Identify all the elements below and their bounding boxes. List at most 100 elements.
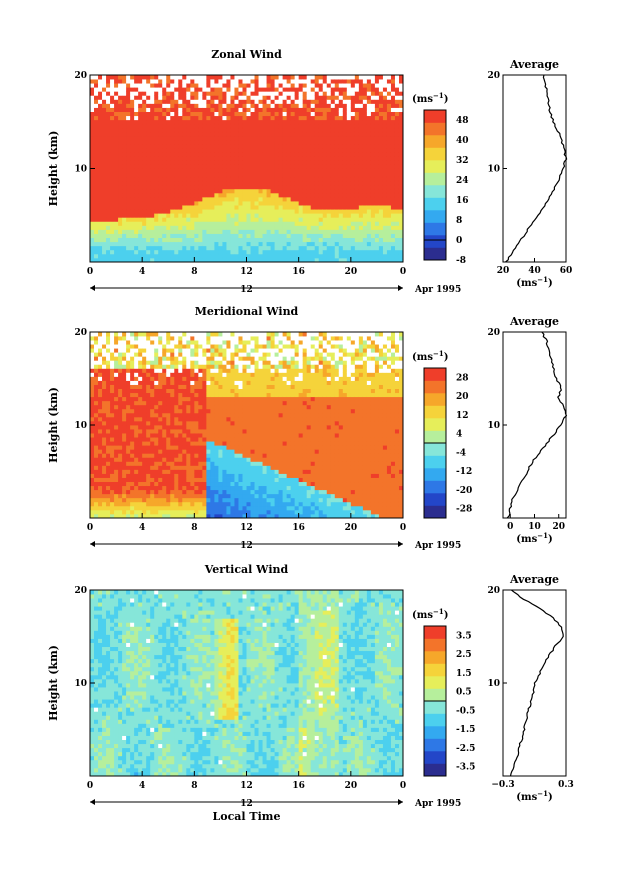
heatmap-cell bbox=[314, 209, 320, 214]
heatmap-cell bbox=[302, 205, 308, 210]
heatmap-cell bbox=[366, 217, 372, 222]
heatmap-cell bbox=[126, 253, 131, 259]
heatmap-cell bbox=[166, 176, 171, 182]
heatmap-cell bbox=[118, 461, 123, 466]
heatmap-cell bbox=[182, 209, 187, 214]
heatmap-cell bbox=[190, 131, 195, 137]
heatmap-cell bbox=[150, 372, 155, 377]
heatmap-cell bbox=[198, 152, 203, 157]
heatmap-cell bbox=[98, 123, 103, 129]
heatmap-cell bbox=[130, 441, 135, 446]
heatmap-cell bbox=[178, 437, 183, 442]
heatmap-cell bbox=[246, 188, 251, 194]
heatmap-cell bbox=[202, 457, 207, 462]
heatmap-cell bbox=[102, 433, 107, 438]
heatmap-cell bbox=[150, 79, 155, 84]
heatmap-cell bbox=[162, 453, 167, 458]
heatmap-cell bbox=[126, 372, 131, 377]
heatmap-cell bbox=[222, 99, 227, 104]
heatmap-cell bbox=[150, 485, 155, 491]
heatmap-cell bbox=[182, 497, 187, 503]
heatmap-cell bbox=[282, 119, 288, 125]
heatmap-cell bbox=[178, 465, 183, 470]
heatmap-cell bbox=[158, 372, 163, 377]
heatmap-cell bbox=[94, 172, 99, 178]
heatmap-cell bbox=[322, 111, 328, 117]
heatmap-cell bbox=[110, 91, 115, 96]
heatmap-cell bbox=[146, 384, 151, 390]
heatmap-cell bbox=[390, 221, 396, 226]
heatmap-cell bbox=[94, 425, 99, 430]
heatmap-cell bbox=[290, 253, 296, 259]
heatmap-cell bbox=[130, 127, 135, 133]
heatmap-cell bbox=[130, 352, 135, 357]
heatmap-cell bbox=[90, 221, 95, 226]
heatmap-cell bbox=[326, 115, 332, 121]
heatmap-cell bbox=[194, 83, 199, 88]
heatmap-cell bbox=[94, 148, 99, 153]
heatmap-cell bbox=[214, 144, 219, 149]
heatmap-cell bbox=[250, 221, 255, 226]
heatmap-cell bbox=[226, 205, 231, 210]
heatmap-cell bbox=[286, 205, 292, 210]
heatmap-cell bbox=[294, 205, 300, 210]
heatmap-cell bbox=[362, 131, 368, 137]
heatmap-cell bbox=[114, 111, 119, 117]
heatmap-cell bbox=[214, 135, 219, 141]
heatmap-cell bbox=[346, 176, 352, 182]
heatmap-cell bbox=[202, 416, 207, 422]
heatmap-cell bbox=[182, 140, 187, 145]
heatmap-cell bbox=[206, 213, 211, 218]
heatmap-cell bbox=[386, 140, 392, 145]
heatmap-cell bbox=[394, 75, 400, 80]
heatmap-cell bbox=[298, 205, 304, 210]
heatmap-cell bbox=[330, 253, 336, 259]
heatmap-cell bbox=[90, 233, 95, 239]
heatmap-cell bbox=[170, 103, 175, 108]
heatmap-cell bbox=[234, 249, 239, 255]
heatmap-cell bbox=[390, 225, 396, 230]
heatmap-cell bbox=[118, 249, 123, 255]
heatmap-cell bbox=[258, 221, 263, 226]
heatmap-cell bbox=[374, 176, 380, 182]
heatmap-cell bbox=[190, 513, 195, 519]
heatmap-cell bbox=[154, 481, 159, 487]
heatmap-cell bbox=[126, 416, 131, 422]
heatmap-cell bbox=[246, 152, 251, 157]
heatmap-cell bbox=[122, 127, 127, 133]
heatmap-cell bbox=[338, 123, 344, 129]
heatmap-cell bbox=[306, 192, 312, 198]
heatmap-cell bbox=[138, 87, 143, 92]
heatmap-cell bbox=[142, 91, 147, 96]
heatmap-cell bbox=[202, 481, 207, 487]
heatmap-cell bbox=[190, 449, 195, 454]
heatmap-cell bbox=[278, 180, 284, 186]
heatmap-cell bbox=[150, 416, 155, 422]
heatmap-cell bbox=[150, 123, 155, 129]
heatmap-cell bbox=[374, 111, 380, 117]
heatmap-cell bbox=[98, 509, 103, 515]
heatmap-cell bbox=[262, 156, 267, 161]
heatmap-cell bbox=[182, 91, 187, 96]
heatmap-cell bbox=[154, 196, 159, 202]
heatmap-cell bbox=[170, 489, 175, 495]
heatmap-cell bbox=[174, 336, 179, 341]
heatmap-cell bbox=[154, 75, 159, 80]
heatmap-cell bbox=[118, 115, 123, 121]
heatmap-cell bbox=[90, 99, 95, 104]
heatmap-cell bbox=[190, 192, 195, 198]
heatmap-cell bbox=[230, 103, 235, 108]
heatmap-cell bbox=[318, 103, 324, 108]
heatmap-cell bbox=[350, 217, 356, 222]
heatmap-cell bbox=[394, 176, 400, 182]
heatmap-cell bbox=[190, 453, 195, 458]
heatmap-cell bbox=[206, 233, 211, 239]
heatmap-cell bbox=[162, 249, 167, 255]
heatmap-cell bbox=[190, 408, 195, 414]
colorbar-tick-label: 40 bbox=[456, 136, 469, 146]
heatmap-cell bbox=[142, 168, 147, 173]
heatmap-cell bbox=[230, 119, 235, 125]
heatmap-cell bbox=[350, 180, 356, 186]
heatmap-cell bbox=[374, 196, 380, 202]
heatmap-cell bbox=[354, 111, 360, 117]
